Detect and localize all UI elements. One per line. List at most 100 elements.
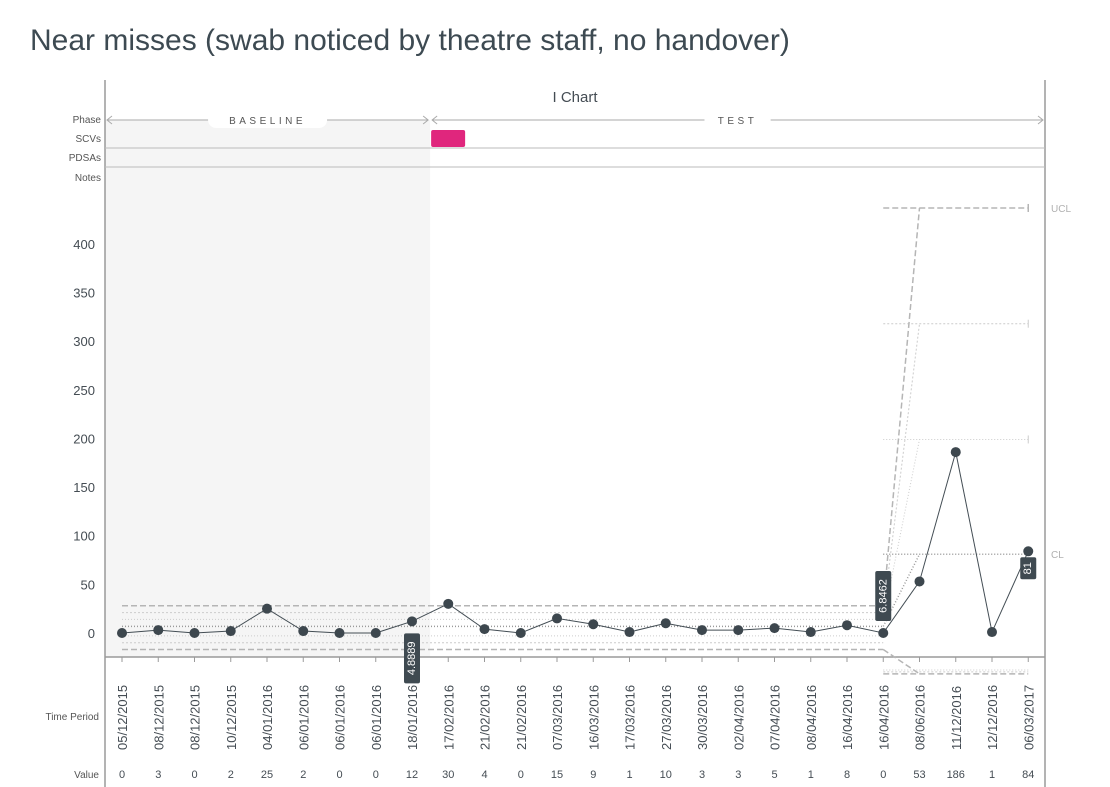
data-point — [117, 628, 127, 638]
ucl-label: UCL — [1051, 204, 1071, 215]
value-row-cell: 1 — [808, 769, 814, 781]
y-tick-label: 150 — [73, 480, 95, 495]
x-tick-label: 21/02/2016 — [514, 685, 529, 750]
value-row-cell: 8 — [844, 769, 850, 781]
x-tick-label: 18/01/2016 — [405, 685, 420, 750]
page-title: Near misses (swab noticed by theatre sta… — [30, 24, 790, 57]
data-point — [697, 625, 707, 636]
y-tick-label: 400 — [73, 237, 95, 252]
value-row-cell: 0 — [191, 769, 197, 781]
data-point — [842, 620, 852, 631]
value-row-cell: 2 — [300, 769, 306, 781]
x-tick-label: 10/12/2015 — [224, 685, 239, 750]
limit-transition-sigma2_hi — [882, 323, 920, 613]
value-row-cell: 0 — [880, 769, 886, 781]
x-tick-label: 06/01/2016 — [296, 685, 311, 750]
value-row-cell: 9 — [590, 769, 596, 781]
data-point — [298, 626, 309, 637]
value-row-cell: 2 — [228, 769, 234, 781]
x-tick-label: 21/02/2016 — [478, 685, 493, 750]
data-point — [987, 627, 997, 638]
value-row-cell: 0 — [373, 769, 379, 781]
data-point — [262, 603, 272, 614]
data-point — [189, 628, 200, 638]
data-point — [407, 616, 417, 627]
value-row-cell: 12 — [406, 769, 418, 781]
value-row-cell: 3 — [699, 769, 705, 781]
data-point — [769, 623, 780, 634]
data-point — [588, 619, 599, 630]
data-point — [950, 447, 961, 458]
data-point — [225, 626, 236, 637]
x-tick-label: 11/12/2016 — [949, 686, 964, 750]
data-point — [1023, 546, 1034, 557]
row-label-pdsas: PDSAs — [69, 153, 101, 164]
data-point — [153, 625, 164, 636]
phase-arrow-right-icon — [1037, 115, 1044, 125]
value-row-cell: 30 — [442, 769, 454, 781]
phase-label-test: TEST — [718, 116, 758, 127]
data-point — [552, 613, 562, 624]
phase-label-bg — [704, 112, 771, 128]
x-tick-label: 05/12/2015 — [115, 685, 130, 750]
x-tick-label: 08/12/2015 — [188, 685, 203, 750]
data-point — [660, 618, 671, 629]
data-point — [914, 576, 925, 587]
baseline-region — [105, 120, 431, 657]
x-tick-label: 30/03/2016 — [695, 685, 710, 750]
data-point — [370, 628, 381, 638]
x-tick-label: 17/02/2016 — [441, 685, 456, 750]
value-row-cell: 1 — [626, 769, 632, 781]
data-point — [805, 627, 816, 638]
x-tick-label: 16/04/2016 — [840, 685, 855, 750]
phase-arrow-left-icon — [106, 115, 113, 125]
x-tick-label: 27/03/2016 — [659, 685, 674, 750]
value-row-cell: 3 — [735, 769, 741, 781]
data-point — [334, 628, 345, 638]
annotation-tag — [875, 571, 892, 621]
x-tick-label: 06/03/2017 — [1021, 685, 1036, 750]
phase-label-bg — [208, 112, 328, 128]
x-tick-label: 06/01/2016 — [333, 685, 348, 750]
row-label-notes: Notes — [75, 173, 101, 184]
x-tick-label: 12/12/2016 — [985, 685, 1000, 750]
x-tick-label: 06/01/2016 — [369, 685, 384, 750]
data-point — [878, 628, 889, 638]
x-tick-label: 16/03/2016 — [586, 685, 601, 750]
y-tick-label: 250 — [73, 383, 95, 398]
value-row-cell: 5 — [771, 769, 777, 781]
annotation-text: 81 — [1022, 562, 1034, 574]
y-tick-label: 300 — [73, 334, 95, 349]
phase-arrow-right-icon — [422, 115, 429, 125]
value-row-cell: 4 — [481, 769, 487, 781]
x-tick-label: 02/04/2016 — [731, 685, 746, 750]
data-point — [733, 625, 744, 636]
annotation-text: 6.8462 — [877, 579, 889, 613]
y-tick-label: 0 — [88, 626, 95, 641]
annotation-tag — [1020, 557, 1037, 580]
y-tick-label: 100 — [73, 529, 95, 544]
value-row-cell: 10 — [660, 769, 672, 781]
value-row-cell: 186 — [947, 769, 965, 781]
y-tick-label: 350 — [73, 286, 95, 301]
value-row-cell: 25 — [261, 769, 273, 781]
x-tick-label: 16/04/2016 — [876, 685, 891, 750]
value-row-cell: 0 — [119, 769, 125, 781]
x-tick-label: 07/03/2016 — [550, 685, 565, 750]
value-row-cell: 15 — [551, 769, 563, 781]
y-tick-label: 200 — [73, 431, 95, 446]
series-line — [121, 451, 1029, 634]
data-point — [479, 624, 490, 635]
data-point — [443, 598, 454, 609]
limit-transition-ucl — [882, 207, 921, 606]
phase-label-baseline: BASELINE — [229, 116, 306, 127]
x-axis-title: Time Period — [45, 712, 99, 723]
value-row-cell: 0 — [336, 769, 342, 781]
row-label-phase: Phase — [73, 115, 102, 126]
x-tick-label: 08/12/2015 — [151, 685, 166, 750]
value-row-cell: 84 — [1022, 769, 1034, 781]
data-point — [515, 628, 526, 638]
x-tick-label: 07/04/2016 — [768, 685, 783, 750]
cl-label: CL — [1051, 550, 1064, 561]
